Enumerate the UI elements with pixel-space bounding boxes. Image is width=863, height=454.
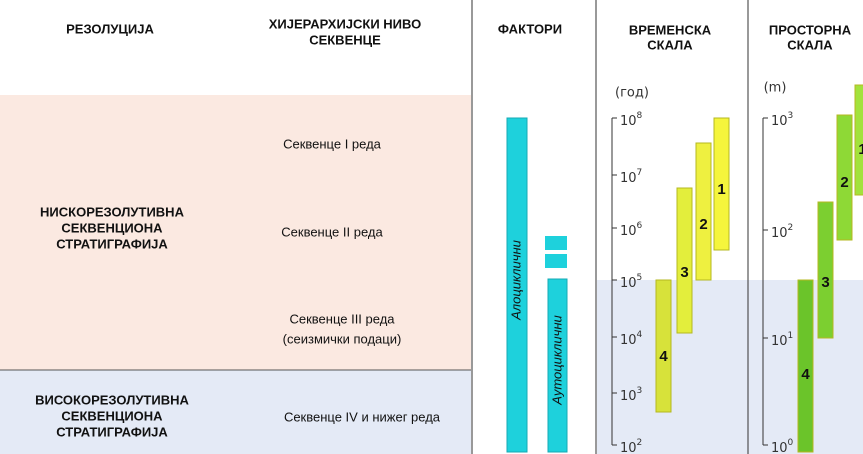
tick-exp: 2 bbox=[637, 438, 643, 448]
tick-base: 10 bbox=[620, 389, 637, 404]
factor-block bbox=[545, 254, 567, 268]
scale-bar-label: 3 bbox=[821, 274, 829, 291]
tick-base: 10 bbox=[771, 114, 788, 129]
tick-label: 103 bbox=[620, 386, 642, 404]
tick-base: 10 bbox=[620, 114, 637, 129]
resolution-label: СТРАТИГРАФИЈА bbox=[56, 424, 168, 439]
resolution-label: ВИСОКОРЕЗОЛУТИВНА bbox=[35, 392, 189, 407]
scale-bar bbox=[817, 201, 834, 339]
resolution-label: СЕКВЕНЦИОНА bbox=[61, 408, 163, 423]
tick-exp: 1 bbox=[788, 331, 794, 341]
tick-label: 107 bbox=[620, 168, 642, 186]
tick-label: 102 bbox=[771, 223, 793, 241]
tick-exp: 3 bbox=[637, 386, 643, 396]
scale-bar bbox=[695, 142, 712, 281]
header: ВРЕМЕНСКА bbox=[629, 22, 712, 37]
tick-exp: 2 bbox=[788, 223, 794, 233]
scale-bar bbox=[676, 187, 693, 334]
factor-bar bbox=[506, 117, 528, 453]
tick-label: 108 bbox=[620, 111, 643, 129]
scale-bar-label: 4 bbox=[659, 348, 668, 365]
sequence-label: Секвенце IV и нижег реда bbox=[284, 409, 441, 424]
header: ХИЈЕРАРХИЈСКИ НИВО bbox=[269, 16, 421, 31]
header: СКАЛА bbox=[647, 37, 693, 52]
scale-bar-label: 3 bbox=[680, 264, 688, 281]
sequence-label: Секвенце I реда bbox=[283, 136, 382, 151]
scale-bar-label: 2 bbox=[840, 174, 848, 191]
scale-bar-label: 1 bbox=[858, 141, 863, 158]
tick-label: 106 bbox=[620, 221, 643, 239]
low-res-band bbox=[0, 95, 471, 370]
tick-base: 10 bbox=[620, 441, 637, 454]
sequence-label: Секвенце II реда bbox=[281, 224, 383, 239]
factor-bar bbox=[547, 278, 568, 453]
tick-exp: 0 bbox=[788, 438, 794, 448]
header: ПРОСТОРНА bbox=[769, 22, 852, 37]
tick-label: 105 bbox=[620, 273, 642, 291]
tick-exp: 8 bbox=[637, 111, 643, 121]
factor-block bbox=[545, 236, 567, 250]
header: РЕЗОЛУЦИЈА bbox=[66, 21, 154, 36]
tick-exp: 7 bbox=[637, 168, 643, 178]
tick-base: 10 bbox=[771, 441, 788, 454]
scale-bar bbox=[713, 117, 730, 251]
scale-bar-label: 1 bbox=[717, 181, 725, 198]
tick-exp: 5 bbox=[637, 273, 643, 283]
factor-label: Алоциклични bbox=[508, 240, 523, 321]
resolution-label: СЕКВЕНЦИОНА bbox=[61, 220, 163, 235]
tick-exp: 4 bbox=[637, 330, 643, 340]
tick-base: 10 bbox=[620, 171, 637, 186]
high-res-band bbox=[0, 370, 471, 454]
tick-label: 100 bbox=[771, 438, 794, 454]
tick-base: 10 bbox=[620, 276, 637, 291]
scale-bar bbox=[655, 279, 672, 413]
resolution-label: СТРАТИГРАФИЈА bbox=[56, 236, 168, 251]
axis-unit: (m) bbox=[764, 81, 787, 96]
tick-base: 10 bbox=[620, 224, 637, 239]
tick-label: 104 bbox=[620, 330, 643, 348]
scale-bar-label: 2 bbox=[699, 216, 707, 233]
scale-bar bbox=[797, 279, 814, 453]
tick-exp: 3 bbox=[788, 111, 794, 121]
scale-bar-label: 4 bbox=[801, 366, 810, 383]
factor-label: Аутоциклични bbox=[549, 315, 564, 405]
tick-label: 103 bbox=[771, 111, 793, 129]
resolution-label: НИСКОРЕЗОЛУТИВНА bbox=[40, 204, 185, 219]
sequence-label: (сеизмички подаци) bbox=[283, 331, 402, 346]
tick-label: 102 bbox=[620, 438, 642, 454]
sequence-label: Секвенце III реда bbox=[289, 311, 395, 326]
header: ФАКТОРИ bbox=[498, 21, 562, 36]
tick-base: 10 bbox=[620, 333, 637, 348]
tick-label: 101 bbox=[771, 331, 793, 349]
tick-exp: 6 bbox=[637, 221, 643, 231]
tick-base: 10 bbox=[771, 334, 788, 349]
header: СЕКВЕНЦЕ bbox=[309, 32, 381, 47]
axis-unit: (год) bbox=[615, 86, 649, 101]
tick-base: 10 bbox=[771, 226, 788, 241]
header: СКАЛА bbox=[787, 37, 833, 52]
scale-bar bbox=[836, 114, 853, 241]
